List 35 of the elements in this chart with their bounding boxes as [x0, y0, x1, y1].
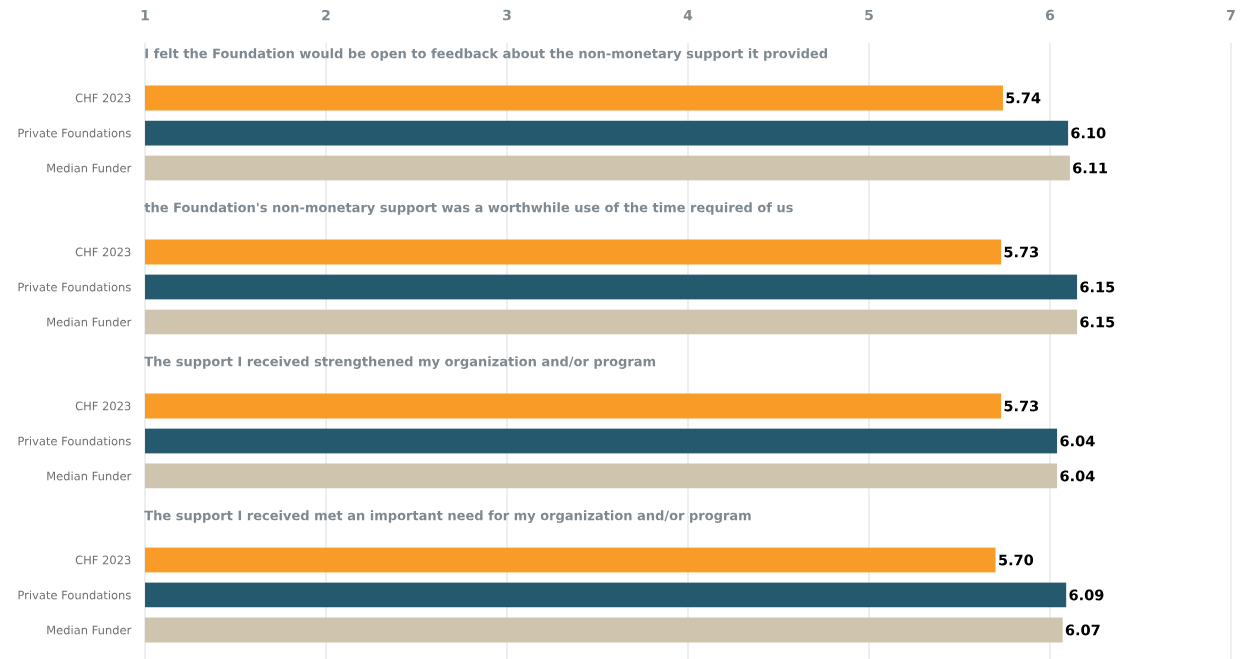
y-tick-label: Median Funder — [47, 471, 132, 481]
chart-title: The support I received met an important need for my organization and/or program — [144, 510, 751, 523]
data-label: 5.73 — [1004, 246, 1039, 258]
y-tick-label: Private Foundations — [18, 128, 131, 138]
data-label: 5.73 — [1004, 400, 1039, 412]
x-tick-label: 5 — [865, 9, 873, 21]
y-tick-label: CHF 2023 — [75, 555, 131, 565]
chart-title: I felt the Foundation would be open to feedback about the non-monetary support it provided — [145, 48, 827, 61]
data-label: 6.04 — [1060, 470, 1095, 482]
data-label: 6.15 — [1080, 281, 1115, 293]
chart-title: The support I received strengthened my organization and/or program — [144, 356, 656, 369]
x-tick-label: 6 — [1045, 9, 1055, 21]
data-label: 6.04 — [1060, 435, 1095, 447]
y-tick-label: Median Funder — [47, 317, 132, 327]
y-tick-label: Private Foundations — [18, 436, 131, 446]
data-label: 6.15 — [1080, 316, 1115, 328]
x-tick-label: 7 — [1227, 10, 1235, 21]
y-tick-label: CHF 2023 — [75, 93, 131, 103]
data-label: 6.10 — [1071, 127, 1106, 139]
y-tick-label: CHF 2023 — [75, 401, 131, 411]
data-label: 6.07 — [1065, 624, 1100, 636]
y-tick-label: Private Foundations — [18, 590, 131, 600]
data-label: 5.74 — [1006, 92, 1041, 104]
y-tick-label: Private Foundations — [18, 282, 131, 292]
data-label: 6.11 — [1073, 162, 1107, 174]
x-tick-label: 3 — [503, 9, 511, 21]
y-tick-label: Median Funder — [47, 625, 132, 635]
data-label: 5.70 — [999, 554, 1034, 566]
chart-title: the Foundation's non-monetary support was a worthwhile use of the time required of us — [144, 202, 793, 215]
y-tick-label: Median Funder — [47, 163, 132, 173]
x-tick-label: 2 — [322, 9, 330, 21]
data-label: 6.09 — [1069, 589, 1104, 601]
y-tick-label: CHF 2023 — [75, 247, 131, 257]
x-tick-label: 4 — [683, 10, 693, 21]
x-tick-label: 1 — [141, 10, 149, 21]
